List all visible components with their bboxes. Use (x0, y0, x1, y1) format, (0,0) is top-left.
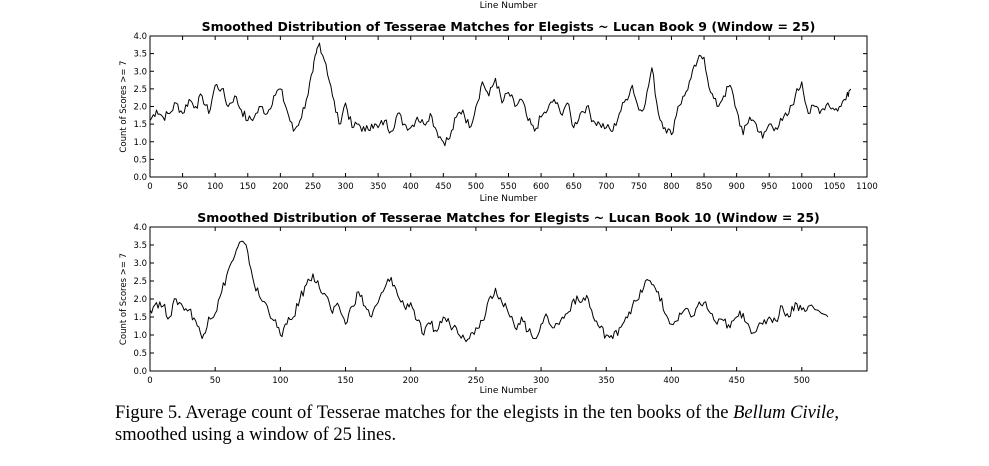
chart2-x-tick-label: 450 (729, 376, 745, 386)
chart2-x-tick-label: 350 (598, 376, 614, 386)
chart1-plot-frame (149, 35, 868, 178)
chart2-x-tick-label: 100 (272, 376, 288, 386)
chart1-series-line (149, 42, 852, 147)
chart2-y-tick-label: 0.5 (133, 349, 147, 359)
chart1-x-tick-label: 200 (272, 182, 288, 192)
caption-italic-title: Bellum Civile (733, 403, 835, 423)
chart1-y-tick-label: 4.0 (133, 32, 147, 42)
chart1-y-tick-label: 3.0 (133, 67, 147, 77)
chart2-x-tick-label: 250 (468, 376, 484, 386)
chart1-x-tick-label: 600 (533, 182, 549, 192)
chart2-y-tick-label: 1.5 (133, 313, 147, 323)
chart1-x-tick-label: 1000 (791, 182, 813, 192)
chart2-y-axis-label: Count of Scores >= 7 (119, 253, 129, 345)
chart1-y-tick-label: 1.5 (133, 120, 147, 130)
chart1-x-tick-label: 100 (207, 182, 223, 192)
chart1-x-tick-label: 250 (305, 182, 321, 192)
chart1-x-tick-label: 300 (337, 182, 353, 192)
chart1-x-tick-label: 550 (500, 182, 516, 192)
chart1-x-tick-label: 150 (240, 182, 256, 192)
chart1-y-tick-label: 1.0 (133, 138, 147, 148)
chart2-y-tick-label: 2.5 (133, 277, 147, 287)
figure-caption: Figure 5. Average count of Tesserae matc… (115, 402, 885, 446)
chart1-y-axis-label: Count of Scores >= 7 (119, 60, 129, 152)
chart1-x-tick-label: 350 (370, 182, 386, 192)
chart1-x-tick-label: 500 (468, 182, 484, 192)
chart1-y-tick-label: 2.5 (133, 85, 147, 95)
chart1-x-tick-label: 400 (403, 182, 419, 192)
chart2-x-tick-label: 50 (210, 376, 221, 386)
chart1-x-tick-label: 50 (177, 182, 188, 192)
chart1-x-tick-label: 450 (435, 182, 451, 192)
chart1-x-tick-label: 650 (566, 182, 582, 192)
caption-suffix: , smoothed using a window of 25 lines. (115, 403, 839, 445)
chart1-y-tick-label: 3.5 (133, 50, 147, 60)
chart1-x-tick-label: 0 (147, 182, 152, 192)
chart1-x-tick-label: 1100 (856, 182, 878, 192)
chart-figure: Smoothed Distribution of Tesserae Matche… (119, 19, 878, 396)
chart1-x-tick-label: 950 (761, 182, 777, 192)
top-axis-label: Line Number (479, 1, 538, 11)
chart2-series-line (149, 240, 829, 343)
chart1-y-tick-label: 0.0 (133, 173, 147, 183)
chart2-y-tick-label: 3.5 (133, 241, 147, 251)
caption-prefix: Figure 5. Average count of Tesserae matc… (115, 403, 734, 423)
chart2-x-tick-label: 200 (403, 376, 419, 386)
chart2-y-tick-label: 1.0 (133, 331, 147, 341)
chart2-title: Smoothed Distribution of Tesserae Matche… (197, 210, 820, 225)
chart1-x-tick-label: 1050 (824, 182, 846, 192)
chart2-x-tick-label: 300 (533, 376, 549, 386)
chart1-x-tick-label: 850 (696, 182, 712, 192)
chart2-plot-frame (149, 226, 868, 372)
chart2-x-tick-label: 0 (147, 376, 152, 386)
chart1-x-tick-label: 900 (729, 182, 745, 192)
chart2-y-tick-label: 4.0 (133, 223, 147, 233)
chart1-title: Smoothed Distribution of Tesserae Matche… (202, 19, 816, 34)
chart1-y-tick-label: 2.0 (133, 103, 147, 113)
chart2-x-tick-label: 150 (337, 376, 353, 386)
chart2-x-axis-label: Line Number (480, 386, 538, 396)
chart2-x-tick-label: 500 (794, 376, 810, 386)
chart1-x-tick-label: 800 (663, 182, 679, 192)
chart1-x-tick-label: 700 (598, 182, 614, 192)
chart2-x-tick-label: 400 (663, 376, 679, 386)
chart1-x-axis-label: Line Number (480, 194, 538, 204)
chart2-y-tick-label: 0.0 (133, 367, 147, 377)
chart2-y-tick-label: 2.0 (133, 295, 147, 305)
chart1-x-tick-label: 750 (631, 182, 647, 192)
chart2-y-tick-label: 3.0 (133, 259, 147, 269)
chart1-y-tick-label: 0.5 (133, 155, 147, 165)
